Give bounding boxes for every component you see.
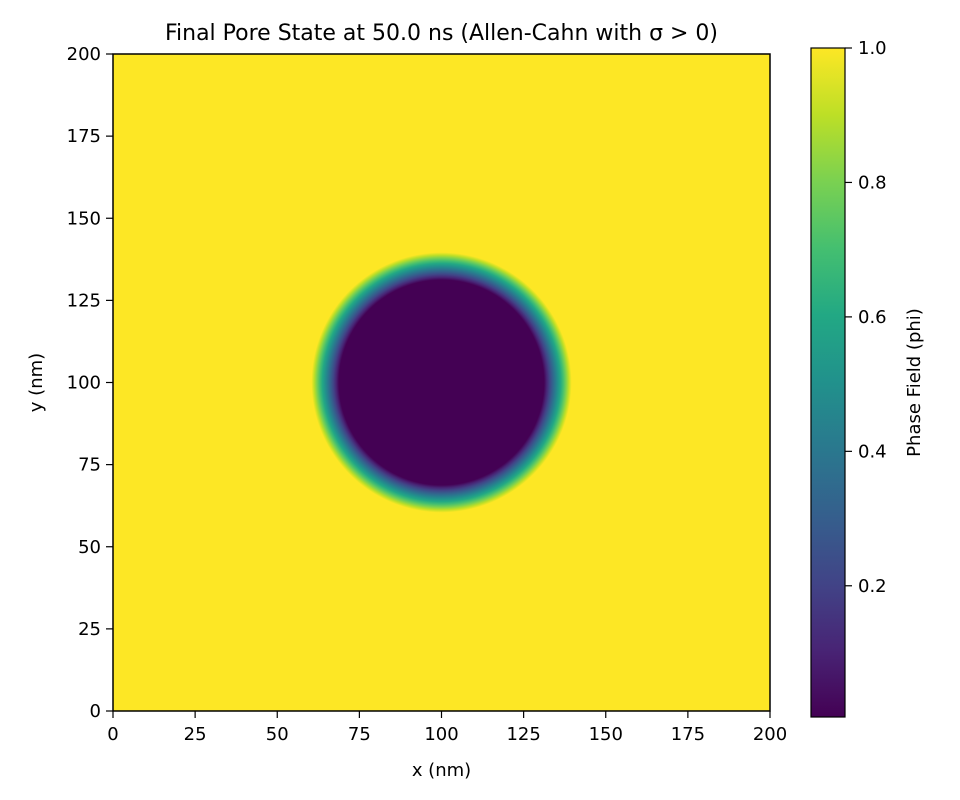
x-axis: 0 25 50 75 100 125 150 175 200: [107, 711, 787, 745]
colorbar-tick-label: 0.8: [858, 172, 887, 193]
y-tick-label: 175: [67, 126, 101, 147]
plot-area: [112, 53, 771, 712]
x-tick-label: 100: [424, 724, 458, 745]
colorbar-tick-label: 0.6: [858, 307, 887, 328]
x-tick-label: 75: [348, 724, 371, 745]
pore-region: [311, 252, 572, 513]
colorbar-ticks: 0.2 0.4 0.6 0.8 1.0: [845, 38, 887, 597]
x-tick-label: 50: [266, 724, 289, 745]
colorbar-tick-label: 0.2: [858, 576, 887, 597]
x-tick-label: 25: [184, 724, 207, 745]
y-tick-label: 125: [67, 290, 101, 311]
x-tick-label: 0: [107, 724, 118, 745]
y-tick-label: 100: [67, 373, 101, 394]
y-tick-label: 0: [90, 701, 101, 722]
x-tick-label: 175: [671, 724, 705, 745]
y-tick-label: 75: [78, 455, 101, 476]
y-tick-label: 50: [78, 537, 101, 558]
colorbar-label: Phase Field (phi): [904, 308, 925, 457]
colorbar-frame: [810, 47, 846, 718]
x-tick-label: 125: [506, 724, 540, 745]
colorbar-gradient: [811, 48, 845, 717]
colorbar: 0.2 0.4 0.6 0.8 1.0 Phase Field (phi): [810, 38, 925, 718]
x-tick-label: 200: [753, 724, 787, 745]
y-tick-label: 200: [67, 44, 101, 65]
x-tick-label: 150: [589, 724, 623, 745]
y-tick-label: 25: [78, 619, 101, 640]
colorbar-tick-label: 0.4: [858, 441, 887, 462]
y-axis-label: y (nm): [26, 353, 47, 412]
x-axis-label: x (nm): [412, 760, 471, 781]
y-tick-label: 150: [67, 208, 101, 229]
colorbar-tick-label: 1.0: [858, 38, 887, 59]
chart-title: Final Pore State at 50.0 ns (Allen-Cahn …: [165, 21, 718, 46]
y-axis: 0 25 50 75 100 125 150 175 200: [67, 44, 113, 722]
